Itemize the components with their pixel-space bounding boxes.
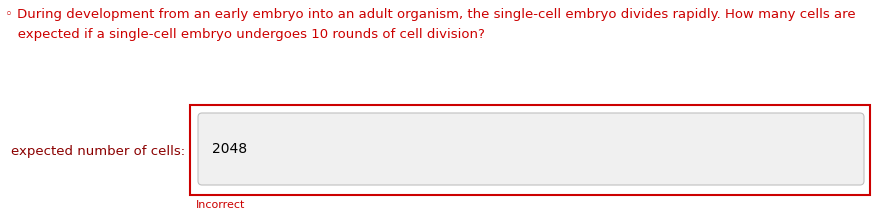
Text: 2048: 2048 bbox=[212, 142, 248, 156]
Text: Incorrect: Incorrect bbox=[196, 200, 246, 210]
FancyBboxPatch shape bbox=[190, 105, 870, 195]
Text: ◦ During development from an early embryo into an adult organism, the single-cel: ◦ During development from an early embry… bbox=[5, 8, 855, 21]
Text: expected if a single-cell embryo undergoes 10 rounds of cell division?: expected if a single-cell embryo undergo… bbox=[5, 28, 485, 41]
Text: expected number of cells:: expected number of cells: bbox=[11, 146, 185, 158]
FancyBboxPatch shape bbox=[198, 113, 864, 185]
